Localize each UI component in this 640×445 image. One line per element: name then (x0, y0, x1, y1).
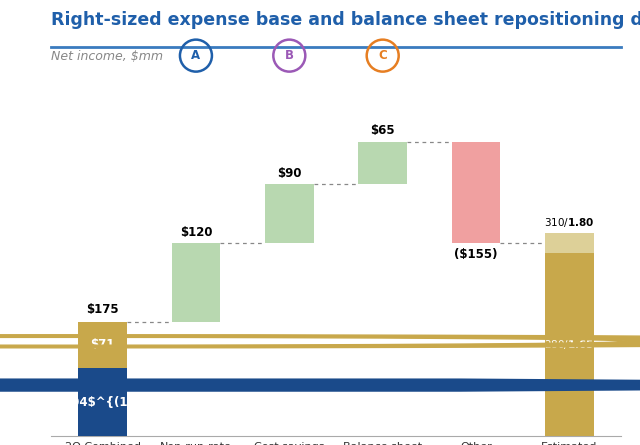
Text: Right-sized expense base and balance sheet repositioning drive earnings upside: Right-sized expense base and balance she… (51, 11, 640, 29)
Text: ($155): ($155) (454, 248, 498, 261)
Text: $90: $90 (277, 167, 301, 180)
Text: $175: $175 (86, 303, 119, 316)
Bar (452, 142, 500, 243)
Text: A: A (191, 49, 200, 62)
Text: $120: $120 (180, 226, 212, 239)
Bar (265, 184, 314, 243)
Text: C: C (378, 49, 387, 62)
Text: $104$^{(1)}$: $104$^{(1)}$ (56, 396, 150, 409)
Text: $71: $71 (90, 338, 115, 352)
Text: Net income, $mm: Net income, $mm (51, 50, 163, 63)
Bar (172, 243, 220, 322)
Bar (78, 322, 127, 368)
Bar (545, 253, 594, 436)
Bar (358, 142, 407, 184)
Text: $280 / $1.65: $280 / $1.65 (545, 338, 595, 351)
Text: $65: $65 (371, 124, 395, 137)
Text: B: B (285, 49, 294, 62)
Bar (78, 368, 127, 436)
Bar (545, 233, 594, 253)
Text: $310 / $1.80: $310 / $1.80 (544, 216, 595, 229)
